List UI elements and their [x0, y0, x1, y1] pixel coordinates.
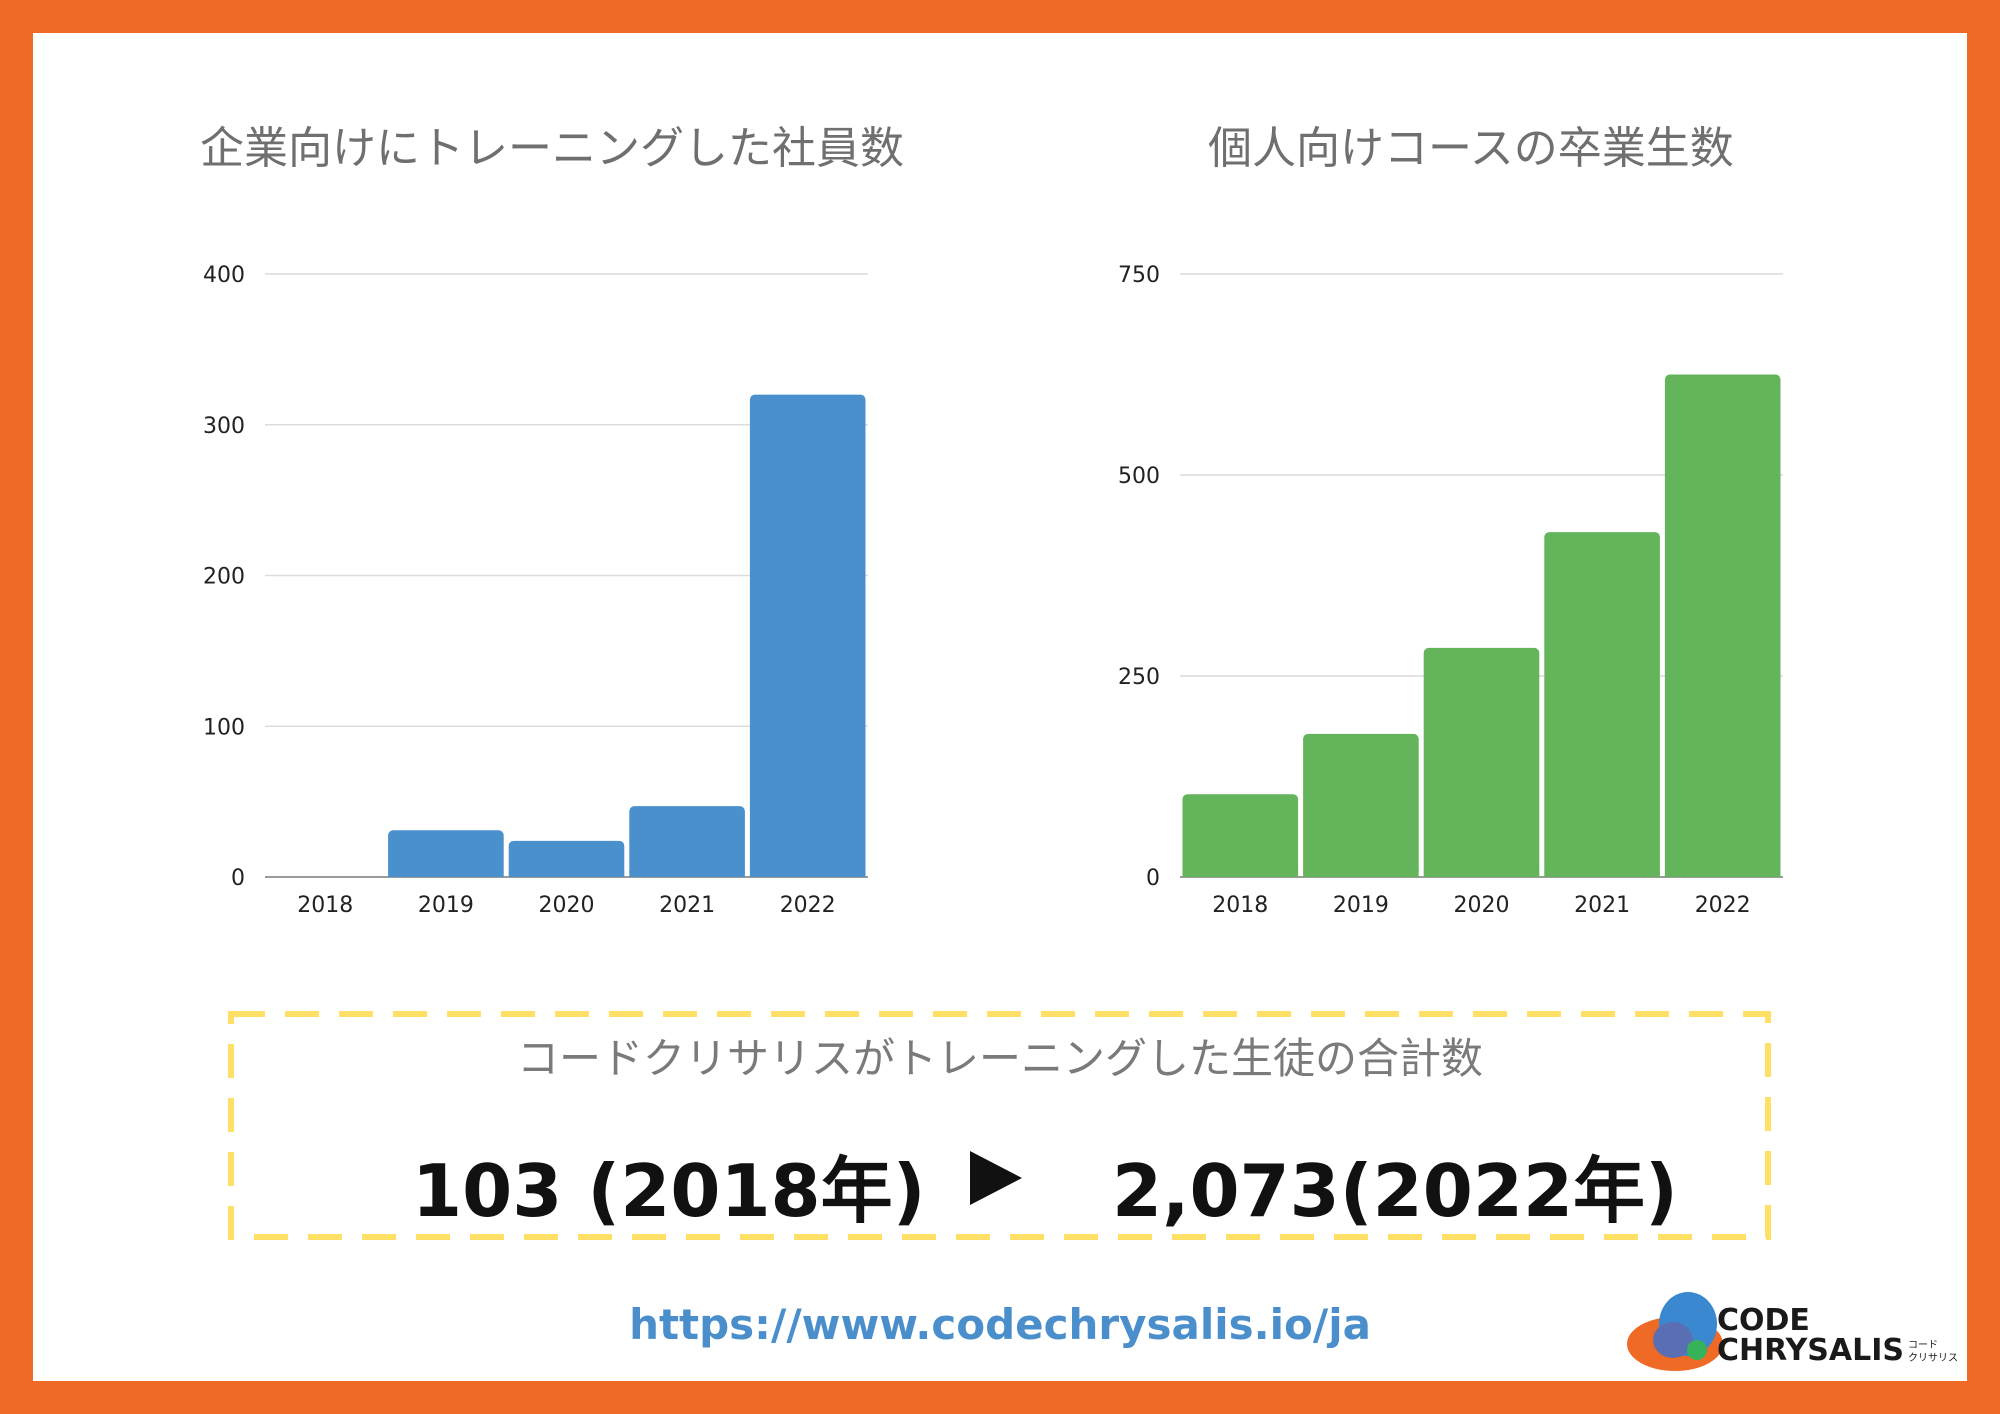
- x-tick-label: 2020: [539, 893, 595, 918]
- summary-title: コードクリサリスがトレーニングした生徒の合計数: [516, 1034, 1483, 1083]
- logo-tag-line1: コード: [1908, 1340, 1938, 1351]
- bar-2020: [508, 840, 625, 877]
- y-tick-label: 0: [231, 866, 245, 891]
- bar-base-2022: [749, 871, 866, 877]
- bar-2019: [1303, 733, 1419, 877]
- logo-text-line2: CHRYSALIS: [1717, 1333, 1904, 1368]
- total-2022: 2,073(2022年): [1112, 1149, 1678, 1233]
- y-tick-label: 300: [203, 414, 245, 439]
- x-tick-label: 2021: [1574, 893, 1630, 918]
- y-tick-label: 250: [1118, 665, 1160, 690]
- x-tick-label: 2018: [297, 893, 353, 918]
- total-2018: 103 (2018年): [412, 1149, 926, 1233]
- y-tick-label: 200: [203, 565, 245, 590]
- x-tick-label: 2022: [780, 893, 836, 918]
- bar-2022: [1664, 374, 1781, 877]
- x-tick-label: 2022: [1695, 893, 1751, 918]
- logo-text-line1: CODE: [1717, 1303, 1810, 1338]
- bar-2022: [749, 394, 866, 877]
- bar-base-2020: [1423, 871, 1540, 877]
- bar-2018: [1182, 794, 1299, 877]
- y-tick-label: 400: [203, 263, 245, 288]
- website-link[interactable]: https://www.codechrysalis.io/ja: [629, 1300, 1371, 1349]
- bar-base-2018: [1182, 871, 1299, 877]
- bar-base-2022: [1664, 871, 1781, 877]
- x-tick-label: 2020: [1454, 893, 1510, 918]
- chart-title-individual: 個人向けコースの卒業生数: [1208, 123, 1734, 174]
- logo-tag-line2: クリサリス: [1908, 1352, 1958, 1364]
- bar-base-2021: [1544, 871, 1660, 877]
- summary-box: [228, 1011, 1771, 1240]
- bar-2021: [629, 806, 745, 877]
- logo-green-dot: [1687, 1340, 1707, 1360]
- bar-base-2021: [629, 871, 745, 877]
- summary-box-border: [228, 1011, 1771, 1240]
- bar-base-2019: [1303, 871, 1419, 877]
- bar-2020: [1423, 647, 1540, 877]
- bar-2021: [1544, 532, 1660, 877]
- y-tick-label: 0: [1146, 866, 1160, 891]
- logo-overlap-shape: [1653, 1322, 1693, 1358]
- x-tick-label: 2018: [1212, 893, 1268, 918]
- code-chrysalis-logo: CODE CHRYSALIS コード クリサリス: [1627, 1292, 1958, 1371]
- x-tick-label: 2019: [418, 893, 474, 918]
- x-tick-label: 2021: [659, 893, 715, 918]
- bar-2019: [388, 830, 504, 877]
- bar-base-2019: [388, 871, 504, 877]
- x-tick-label: 2019: [1333, 893, 1389, 918]
- chart-title-corporate: 企業向けにトレーニングした社員数: [200, 123, 904, 174]
- arrow-right-icon: [970, 1151, 1022, 1205]
- bar-base-2020: [508, 871, 625, 877]
- y-tick-label: 750: [1118, 263, 1160, 288]
- y-tick-label: 500: [1118, 464, 1160, 489]
- y-tick-label: 100: [203, 715, 245, 740]
